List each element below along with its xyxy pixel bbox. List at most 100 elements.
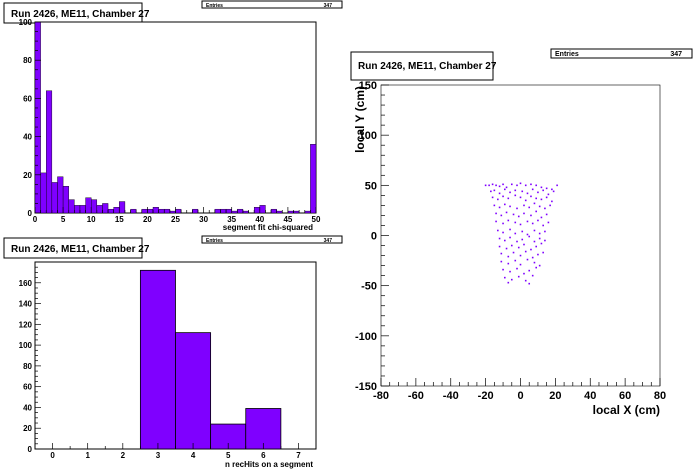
localxy-point [540,216,543,219]
localxy-point [526,233,529,236]
chi2-bar [242,210,249,214]
localxy-point [533,229,536,232]
localxy-point [502,268,504,271]
chi2-bar [225,208,232,214]
localxy-point [517,215,520,218]
nrechits-xtick-label: 2 [121,451,126,460]
localxy-point [504,203,506,206]
localxy-point [495,212,497,215]
localxy-point [538,205,541,208]
localxy-point [528,269,531,272]
localxy-point [491,183,494,186]
localxy-point [514,221,517,224]
localxy-point [530,248,532,251]
localxy-point [519,223,522,226]
localxy-point [533,240,536,243]
localxy-point [542,189,544,192]
localxy-point [552,190,555,193]
localxy-point [545,213,548,216]
localxy-xtick-label: -80 [373,390,389,402]
localxy-point [535,210,537,213]
chi2-stats-box [201,0,343,9]
localxy-point [528,282,531,285]
chi2-frame [34,21,317,214]
localxy-point [504,276,506,279]
localxy-point [500,214,503,217]
nrechits-stats-label: Entries [206,238,223,244]
chi2-bar [169,210,176,214]
localxy-point [509,205,511,208]
localxy-xtick-label: 80 [654,390,666,402]
nrechits-ytick-label: 0 [28,445,33,454]
chi2-bar [147,208,154,214]
localxy-point [509,236,511,239]
localxy-point [542,251,544,254]
chi2-bar [102,203,109,214]
nrechits-xtick-label: 1 [85,451,90,460]
localxy-point [507,281,510,284]
localxy-point [519,196,522,199]
localxy-point [495,220,497,223]
localxy-stats-box [550,48,693,59]
localxy-xtick-label: -20 [478,390,494,402]
localxy-point [516,240,518,243]
localxy-point [535,245,537,248]
localxy-point [510,244,513,247]
localxy-point [512,213,515,216]
nrechits-bar [139,269,176,450]
localxy-plot-area: -150 -100 -50 0 50 100 150 -80 -60 -40 -20 0 20 40 60 8… [355,80,666,402]
chi2-stats-value: 347 [324,3,333,9]
localxy-point [509,270,511,273]
localxy-point [523,204,525,207]
localxy-point [507,255,510,258]
localxy-point [502,231,504,234]
localxy-point [507,219,510,222]
nrechits-ytick-label: 140 [19,300,33,309]
localxy-point [517,246,520,249]
localxy-point [526,258,529,261]
localxy-point [498,185,501,188]
chi2-bar [74,205,81,214]
localxy-point [544,230,546,233]
localxy-point [551,200,553,203]
chi2-bar [152,207,159,214]
chi2-bar [141,208,148,214]
localxy-point [497,229,499,232]
localxy-point [523,212,525,215]
localxy-stats-label: Entries [555,51,579,58]
chi2-bar [310,144,317,214]
localxy-point [507,197,510,200]
localxy-point [531,222,534,225]
chi2-bar [62,186,69,214]
localxy-ytick-label: -50 [361,281,377,293]
chi2-bar [158,208,165,214]
localxy-ytick-label: 150 [359,80,377,92]
nrechits-xtick-label: 4 [191,451,196,460]
localxy-frame [380,84,661,387]
nrechits-histogram-panel: Run 2426, ME11, Chamber 27 Entries 347 0… [3,235,343,469]
localxy-point [544,207,546,210]
chi2-bar [237,208,244,214]
localxy-ytick-label: 0 [371,231,377,243]
chi2-title: Run 2426, ME11, Chamber 27 [11,9,150,20]
nrechits-bar [245,408,282,450]
nrechits-stats-value: 347 [324,238,333,244]
chi2-ytick-label: 80 [23,56,32,65]
localxy-point [484,184,487,187]
chi2-bar [259,205,266,214]
localxy-point [509,191,511,194]
localxy-point [505,247,508,250]
chi2-bar [253,207,260,214]
chi2-bar [270,208,277,214]
localxy-point [530,214,532,217]
localxy-point [530,183,532,186]
nrechits-xlabel: n recHits on a segment [225,460,313,469]
chi2-bar [107,208,114,214]
localxy-point [544,239,546,242]
localxy-ytick-label: -150 [355,381,377,393]
chi2-bar [276,210,283,214]
nrechits-xtick-label: 7 [296,451,301,460]
localxy-point [528,206,531,209]
localxy-point [521,190,524,193]
chi2-bar [57,176,64,214]
